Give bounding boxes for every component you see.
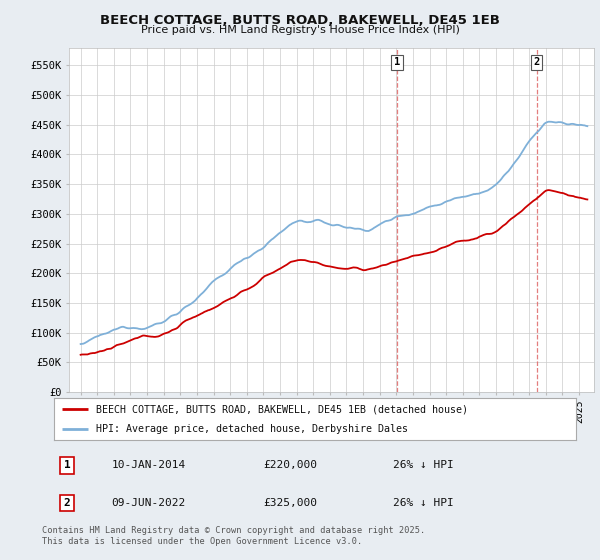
Text: BEECH COTTAGE, BUTTS ROAD, BAKEWELL, DE45 1EB: BEECH COTTAGE, BUTTS ROAD, BAKEWELL, DE4… xyxy=(100,14,500,27)
Text: HPI: Average price, detached house, Derbyshire Dales: HPI: Average price, detached house, Derb… xyxy=(96,424,408,434)
Text: £325,000: £325,000 xyxy=(263,498,317,508)
Text: 2: 2 xyxy=(64,498,70,508)
Text: 2: 2 xyxy=(533,58,539,67)
Text: BEECH COTTAGE, BUTTS ROAD, BAKEWELL, DE45 1EB (detached house): BEECH COTTAGE, BUTTS ROAD, BAKEWELL, DE4… xyxy=(96,404,468,414)
Text: 09-JUN-2022: 09-JUN-2022 xyxy=(112,498,185,508)
Text: 26% ↓ HPI: 26% ↓ HPI xyxy=(394,498,454,508)
Text: Price paid vs. HM Land Registry's House Price Index (HPI): Price paid vs. HM Land Registry's House … xyxy=(140,25,460,35)
Text: £220,000: £220,000 xyxy=(263,460,317,470)
Text: 26% ↓ HPI: 26% ↓ HPI xyxy=(394,460,454,470)
Text: 1: 1 xyxy=(394,58,400,67)
Text: 1: 1 xyxy=(64,460,70,470)
Text: Contains HM Land Registry data © Crown copyright and database right 2025.
This d: Contains HM Land Registry data © Crown c… xyxy=(42,526,425,546)
Text: 10-JAN-2014: 10-JAN-2014 xyxy=(112,460,185,470)
